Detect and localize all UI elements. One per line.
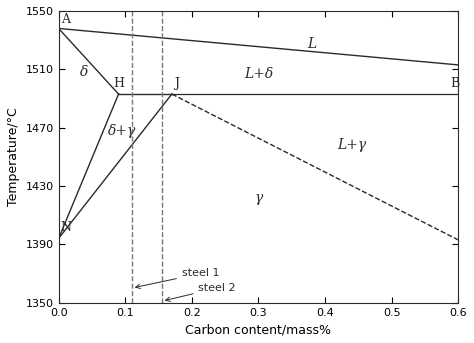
Text: N: N <box>61 221 72 234</box>
Text: steel 1: steel 1 <box>136 269 219 288</box>
Text: γ: γ <box>255 191 263 205</box>
Text: H: H <box>113 77 124 90</box>
Text: δ: δ <box>80 65 88 79</box>
Text: J: J <box>174 77 179 90</box>
Text: L: L <box>307 37 316 51</box>
Text: steel 2: steel 2 <box>165 283 236 301</box>
Y-axis label: Temperature/°C: Temperature/°C <box>7 107 20 206</box>
Text: A: A <box>61 13 70 25</box>
Text: L+γ: L+γ <box>337 138 366 152</box>
Text: L+δ: L+δ <box>244 67 273 81</box>
X-axis label: Carbon content/mass%: Carbon content/mass% <box>185 323 331 336</box>
Text: B: B <box>450 77 459 90</box>
Text: δ+γ: δ+γ <box>108 123 136 138</box>
